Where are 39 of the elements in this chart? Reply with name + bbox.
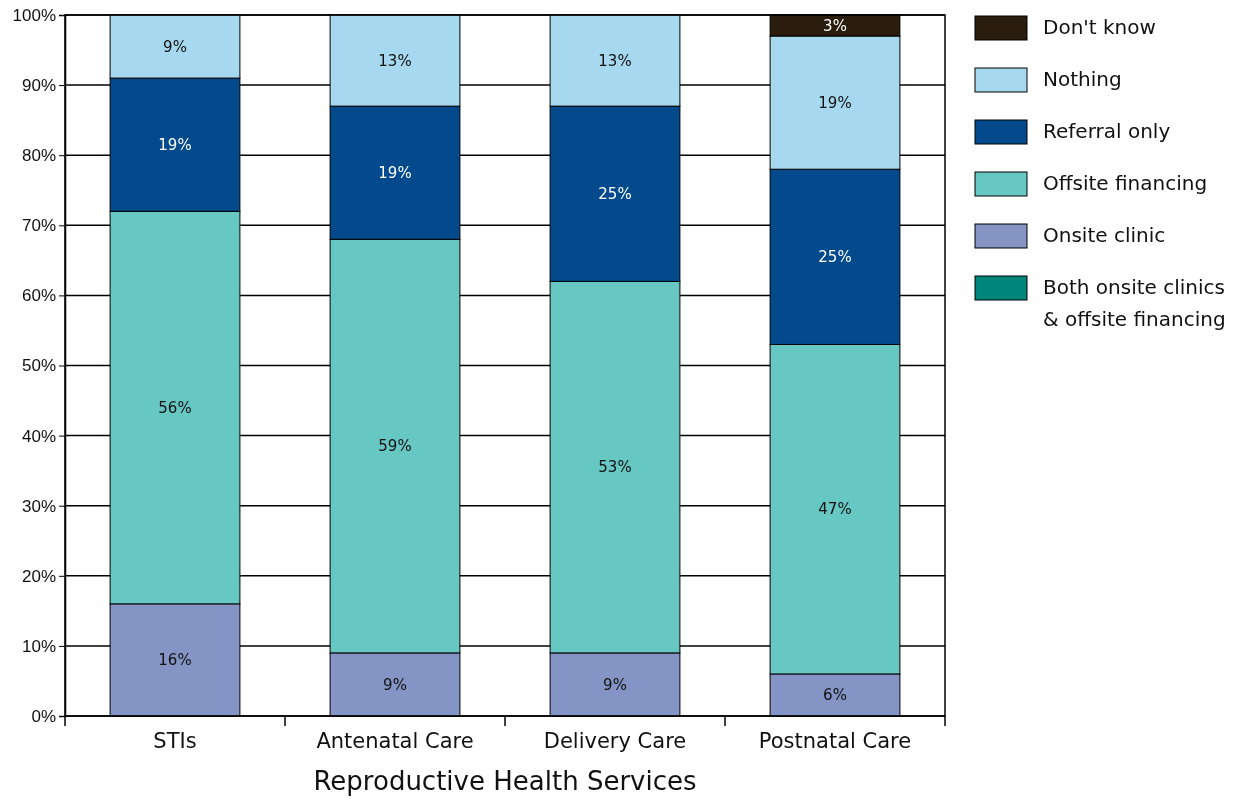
data-label: 6% [823,686,847,705]
data-label: 9% [163,37,187,56]
legend-label: Nothing [1043,67,1122,91]
data-label: 9% [383,675,407,694]
data-label: 13% [378,51,412,70]
y-tick-label: 40% [21,426,56,446]
data-label: 3% [823,16,847,35]
y-tick-label: 60% [21,286,56,306]
x-tick-label: Delivery Care [543,729,687,753]
y-tick-label: 80% [21,146,56,166]
data-label: 53% [598,458,632,477]
data-label: 9% [603,675,627,694]
data-label: 25% [818,248,852,267]
data-label: 13% [598,51,632,70]
data-label: 16% [158,651,192,670]
data-label: 19% [818,93,852,112]
y-tick-label: 90% [21,76,56,96]
y-tick-label: 50% [21,356,56,376]
y-tick-label: 30% [21,496,56,516]
legend-label: Both onsite clinics & offsite financing [1043,275,1226,331]
x-axis-title: Reproductive Health Services [313,766,697,796]
legend-label: Don't know [1043,15,1156,39]
y-tick-label: 0% [31,706,56,726]
data-label: 47% [818,500,852,519]
y-tick-label: 100% [12,5,56,25]
y-tick-label: 20% [21,566,56,586]
data-label: 25% [598,185,632,204]
data-label: 19% [158,135,192,154]
y-tick-label: 70% [21,216,56,236]
y-tick-label: 10% [21,636,56,656]
x-tick-label: Antenatal Care [316,729,474,753]
x-tick-label: STIs [153,729,197,753]
data-label: 19% [378,163,412,182]
data-label: 59% [378,437,412,456]
legend-label: Onsite clinic [1043,223,1166,247]
x-tick-label: Postnatal Care [758,729,912,753]
data-label: 56% [158,398,192,417]
legend-label: Offsite financing [1043,171,1208,195]
legend-label: Referral only [1043,119,1171,143]
